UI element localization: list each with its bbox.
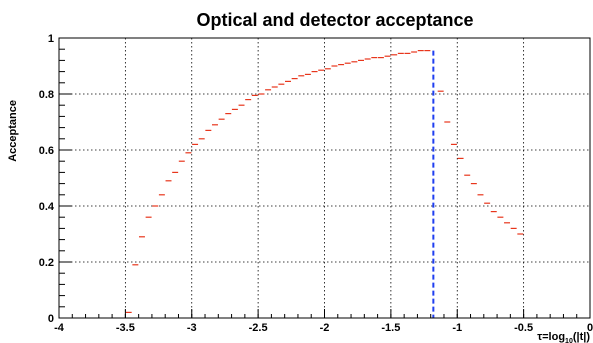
y-tick-label: 0.4 xyxy=(39,201,55,213)
x-tick-label: -1.5 xyxy=(381,322,400,334)
x-tick-label: -4 xyxy=(54,322,65,334)
y-tick-label: 0 xyxy=(48,313,54,325)
x-axis-label-main: τ=log xyxy=(537,331,565,343)
x-tick-label: -1 xyxy=(452,322,462,334)
chart-title: Optical and detector acceptance xyxy=(196,10,473,30)
x-tick-label: -2 xyxy=(320,322,330,334)
x-tick-label: -0.5 xyxy=(514,322,533,334)
data-points xyxy=(125,49,524,313)
x-tick-label: -2.5 xyxy=(249,322,268,334)
y-tick-label: 0.6 xyxy=(39,145,54,157)
x-tick-label: -3.5 xyxy=(116,322,135,334)
grid xyxy=(59,38,590,318)
x-axis-label: τ=log10(|t|) xyxy=(537,331,590,343)
axis-ticks xyxy=(58,37,591,319)
x-tick-label: 0 xyxy=(587,322,593,334)
x-tick-label: -3 xyxy=(187,322,197,334)
x-axis-label-tail: (|t|) xyxy=(573,331,590,343)
y-tick-label: 0.2 xyxy=(39,257,54,269)
y-axis-label: Acceptance xyxy=(7,100,19,162)
x-axis-label-subscript: 10 xyxy=(565,338,573,343)
tick-labels: -4 -3.5 -3 -2.5 -2 -1.5 -1 -0.5 0 0 0.2 0.4 0.6 0.8 1 xyxy=(39,33,593,334)
y-tick-label: 0.8 xyxy=(39,89,54,101)
y-tick-label: 1 xyxy=(48,33,54,45)
